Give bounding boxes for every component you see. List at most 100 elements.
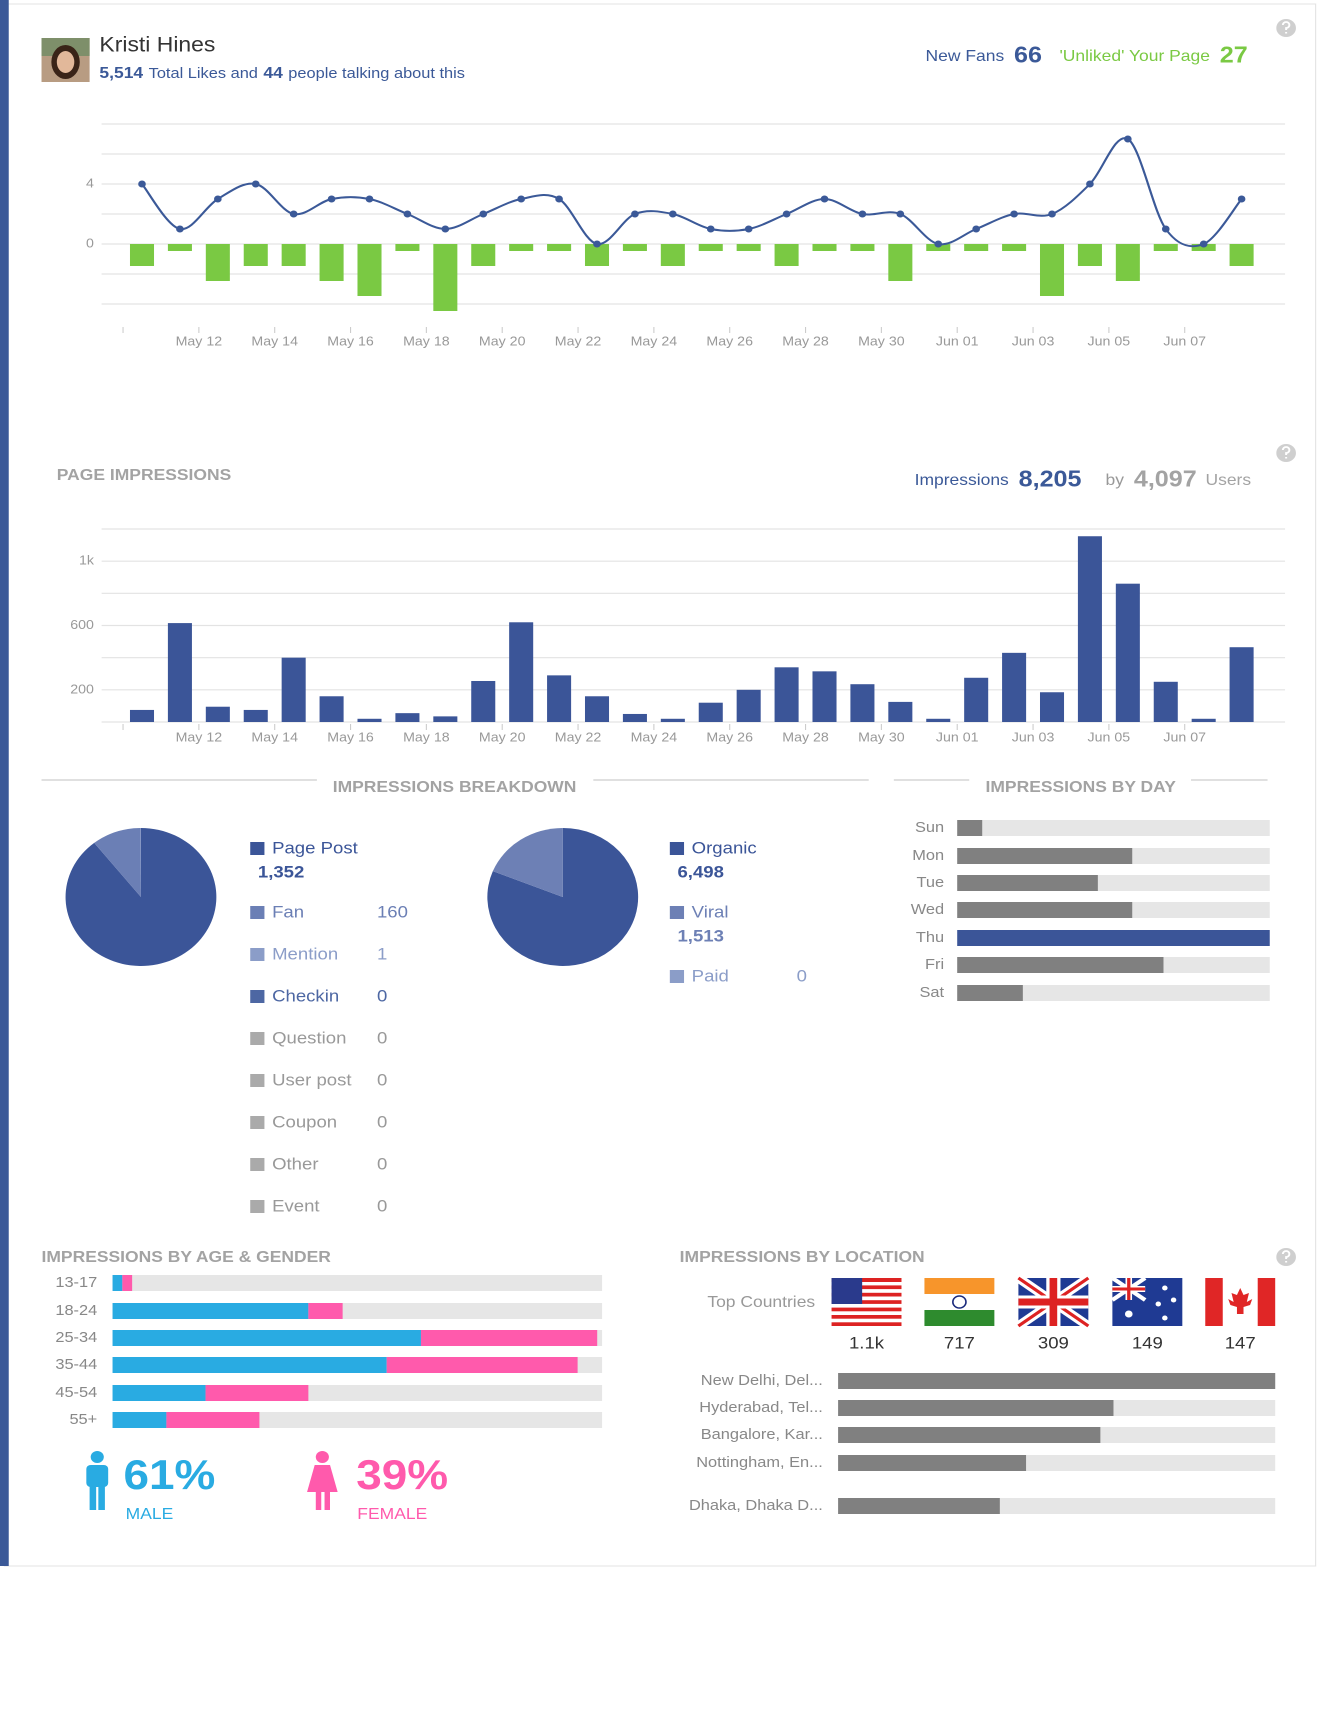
bar bbox=[957, 820, 983, 836]
y-tick-label: 0 bbox=[86, 236, 94, 250]
row-label: 18-24 bbox=[55, 1303, 97, 1319]
x-tick-label: May 14 bbox=[251, 334, 298, 348]
bar bbox=[1077, 244, 1102, 266]
legend-label: Fan bbox=[272, 902, 304, 921]
row-label: 13-17 bbox=[55, 1275, 97, 1291]
bar bbox=[1002, 244, 1027, 251]
bar bbox=[1039, 692, 1065, 722]
bar bbox=[1039, 244, 1065, 296]
bar-segment bbox=[112, 1275, 123, 1291]
bar bbox=[433, 716, 458, 722]
point bbox=[1048, 210, 1056, 218]
legend-label: Event bbox=[272, 1196, 320, 1215]
row-label: 45-54 bbox=[55, 1385, 97, 1401]
x-tick-label: May 12 bbox=[176, 334, 223, 348]
x-tick-label: Jun 07 bbox=[1163, 730, 1206, 744]
bar bbox=[1191, 718, 1216, 722]
point bbox=[706, 225, 715, 233]
female-icon bbox=[307, 1451, 338, 1510]
bar bbox=[509, 244, 534, 251]
point bbox=[479, 210, 488, 218]
flag-us bbox=[831, 1278, 902, 1326]
bar bbox=[774, 244, 799, 266]
likes-text: Total Likes and bbox=[149, 66, 258, 82]
slice bbox=[487, 828, 639, 967]
legend-swatch bbox=[250, 842, 265, 855]
point bbox=[1124, 135, 1132, 143]
left-accent bbox=[0, 0, 9, 1566]
total-likes: 5,514 bbox=[99, 64, 143, 82]
legend-label: New Fans bbox=[926, 47, 1005, 65]
bar bbox=[1153, 244, 1178, 251]
bar bbox=[547, 244, 572, 251]
x-tick-label: May 14 bbox=[251, 730, 298, 744]
bar bbox=[957, 848, 1133, 864]
legend-value: 6,498 bbox=[677, 862, 724, 881]
row-label: Hyderabad, Tel... bbox=[699, 1400, 823, 1416]
row-label: Tue bbox=[916, 875, 944, 891]
bar bbox=[838, 1427, 1101, 1443]
bar bbox=[357, 718, 382, 722]
bar bbox=[167, 244, 192, 251]
legend-value: 160 bbox=[377, 902, 408, 921]
y-tick-label: 4 bbox=[86, 176, 94, 190]
bar bbox=[838, 1400, 1114, 1416]
legend-swatch bbox=[250, 1074, 265, 1087]
x-tick-label: Jun 01 bbox=[936, 730, 979, 744]
bar bbox=[736, 244, 761, 251]
bar bbox=[509, 622, 534, 722]
bar bbox=[888, 701, 913, 722]
legend-value: 0 bbox=[377, 1112, 387, 1131]
bar bbox=[850, 244, 875, 251]
row-label: Dhaka, Dhaka D... bbox=[689, 1498, 823, 1514]
legend-label: Question bbox=[272, 1028, 346, 1047]
legend-label: Viral bbox=[692, 902, 729, 921]
bar bbox=[1002, 652, 1027, 722]
bar-segment bbox=[122, 1275, 133, 1291]
bar bbox=[1229, 244, 1254, 266]
bar bbox=[281, 657, 306, 722]
bar bbox=[584, 696, 610, 722]
x-tick-label: May 22 bbox=[555, 730, 602, 744]
flag-gb bbox=[1015, 1274, 1092, 1330]
section-title: PAGE IMPRESSIONS bbox=[57, 466, 231, 484]
legend-swatch bbox=[250, 1200, 265, 1213]
legend-label: 'Unliked' Your Page bbox=[1059, 47, 1209, 65]
bar bbox=[838, 1455, 1027, 1471]
point bbox=[138, 180, 146, 188]
point bbox=[403, 210, 412, 218]
bar-segment bbox=[112, 1357, 387, 1373]
legend-value: 1,352 bbox=[258, 862, 305, 881]
x-tick-label: May 16 bbox=[327, 730, 374, 744]
total: 66 bbox=[1014, 43, 1042, 69]
legend-label: Checkin bbox=[272, 986, 339, 1005]
summary-by: by bbox=[1106, 471, 1125, 489]
bar bbox=[660, 718, 685, 722]
row-label: Nottingham, En... bbox=[696, 1455, 823, 1471]
bar bbox=[888, 244, 913, 281]
bar bbox=[547, 675, 572, 722]
track bbox=[957, 820, 1270, 836]
x-tick-label: May 24 bbox=[631, 334, 678, 348]
bar-segment bbox=[112, 1303, 309, 1319]
section-title: IMPRESSIONS BY DAY bbox=[986, 778, 1176, 796]
legend-label: Other bbox=[272, 1154, 319, 1173]
legend-swatch bbox=[669, 842, 685, 855]
row-label: Wed bbox=[911, 902, 944, 918]
legend-value: 1,513 bbox=[677, 926, 724, 945]
y-tick-label: 200 bbox=[70, 682, 94, 696]
row-label: Bangalore, Kar... bbox=[701, 1427, 823, 1443]
legend-value: 1 bbox=[377, 944, 387, 963]
total: 27 bbox=[1220, 43, 1248, 69]
point bbox=[176, 225, 184, 233]
bar bbox=[850, 684, 875, 722]
bar-segment bbox=[386, 1357, 578, 1373]
point bbox=[1237, 195, 1246, 203]
bar bbox=[167, 623, 192, 722]
point bbox=[934, 240, 943, 248]
talking-count: 44 bbox=[263, 64, 283, 82]
bar bbox=[357, 244, 382, 296]
point bbox=[327, 195, 336, 203]
bar-segment bbox=[112, 1412, 167, 1428]
row-label: 55+ bbox=[69, 1412, 97, 1428]
